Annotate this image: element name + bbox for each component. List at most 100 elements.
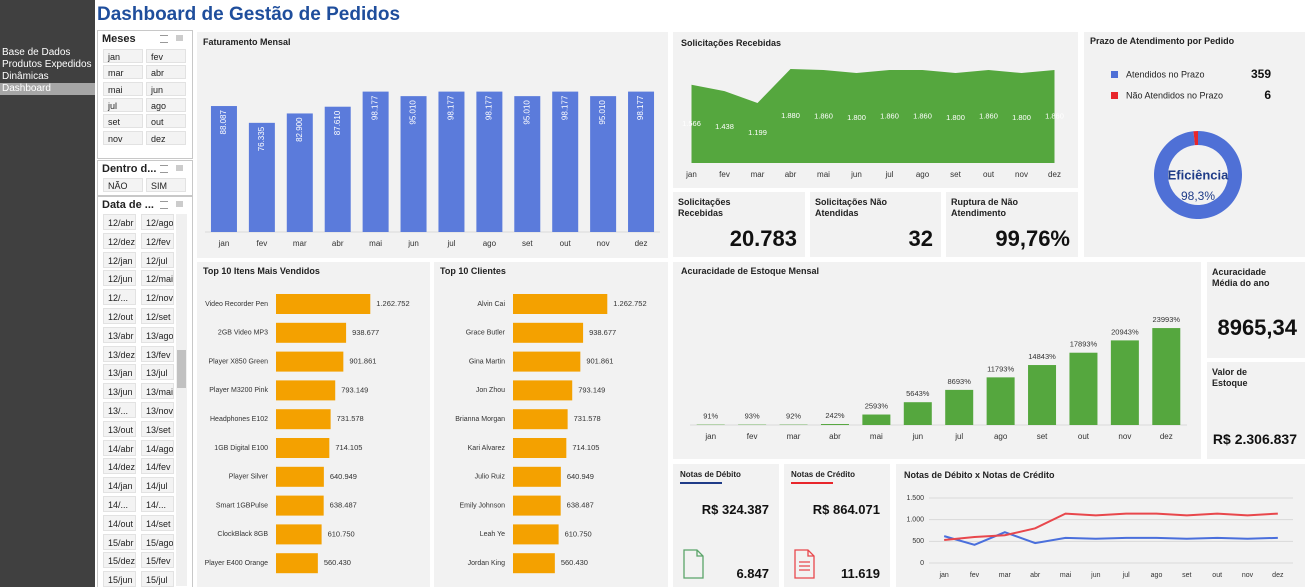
- slicer-item[interactable]: 14/abr: [103, 439, 136, 456]
- kpi-value: 20.783: [729, 225, 797, 251]
- scrollbar-thumb[interactable]: [177, 350, 186, 388]
- slicer-item[interactable]: SIM: [146, 178, 186, 192]
- chart-title: Top 10 Itens Mais Vendidos: [203, 266, 320, 276]
- panel: [673, 32, 1078, 188]
- slicer-item[interactable]: 14/...: [103, 496, 136, 512]
- slicer-item[interactable]: 12/abr: [103, 214, 136, 230]
- slicer-item[interactable]: dez: [146, 130, 186, 145]
- slicer-item[interactable]: abr: [146, 65, 186, 80]
- slicer-item[interactable]: 12/set: [141, 308, 174, 324]
- kpi-value: 32: [908, 225, 933, 251]
- slicer-item[interactable]: jan: [103, 49, 143, 63]
- slicer-item[interactable]: 14/jul: [141, 477, 174, 494]
- kpi-value: 8965,34: [1217, 314, 1297, 340]
- slicer-icon: [160, 201, 168, 209]
- slicer-title: Data de ...: [102, 199, 154, 211]
- slicer-title: Meses: [102, 33, 136, 45]
- notes-count: 11.619: [840, 566, 880, 581]
- notes-title: Notas de Débito: [680, 470, 741, 479]
- slicer-item[interactable]: 12/nov: [141, 289, 174, 306]
- slicer-item[interactable]: mai: [103, 81, 143, 96]
- slicer-item[interactable]: fev: [146, 49, 186, 63]
- slicer-clear-icon[interactable]: [176, 165, 183, 171]
- slicer-clear-icon[interactable]: [176, 201, 183, 207]
- slicer-item[interactable]: nov: [103, 130, 143, 145]
- slicer-item[interactable]: 12/jul: [141, 251, 174, 268]
- slicer-item[interactable]: 12/jun: [103, 270, 136, 287]
- kpi-value: 99,76%: [995, 225, 1070, 251]
- slicer-item[interactable]: ago: [146, 97, 186, 112]
- chart-title: Solicitações Recebidas: [681, 38, 782, 48]
- slicer-item[interactable]: 12/ago: [141, 214, 174, 230]
- slicer-icon: [160, 165, 168, 173]
- panel: [1207, 362, 1305, 459]
- panel: [673, 262, 1201, 459]
- slicer-item[interactable]: NÃO: [103, 178, 143, 192]
- chart-title: Notas de Débito x Notas de Crédito: [904, 470, 1055, 480]
- slicer-item[interactable]: 13/jul: [141, 364, 174, 381]
- slicer-item[interactable]: 12/mai: [141, 270, 174, 287]
- panel: [946, 192, 1078, 257]
- slicer-item[interactable]: jun: [146, 81, 186, 96]
- chart-title: Top 10 Clientes: [440, 266, 506, 276]
- slicer-item[interactable]: 15/jul: [141, 571, 174, 587]
- slicer-item[interactable]: 13/out: [103, 420, 136, 437]
- slicer-item[interactable]: set: [103, 114, 143, 129]
- slicer-item[interactable]: 13/set: [141, 420, 174, 437]
- panel: [1207, 262, 1305, 358]
- slicer-item[interactable]: 15/jun: [103, 571, 136, 587]
- kpi-title: Solicitações Não Atendidas: [815, 197, 888, 218]
- slicer-item[interactable]: jul: [103, 97, 143, 112]
- scrollbar[interactable]: [176, 214, 187, 586]
- slicer-title: Dentro d...: [102, 163, 157, 175]
- slicer-item[interactable]: 15/abr: [103, 533, 136, 550]
- slicer-item[interactable]: 13/mai: [141, 383, 174, 400]
- sidebar-tab[interactable]: Produtos Expedidos: [2, 59, 92, 70]
- notes-value: R$ 324.387: [701, 502, 769, 517]
- slicer-item[interactable]: 14/out: [103, 514, 136, 531]
- kpi-title: Acuracidade Média do ano: [1212, 267, 1270, 288]
- panel: [810, 192, 941, 257]
- panel: [434, 262, 668, 587]
- sidebar-tab[interactable]: Base de Dados: [2, 47, 71, 58]
- slicer-clear-icon[interactable]: [176, 35, 183, 41]
- slicer-item[interactable]: 15/dez: [103, 552, 136, 569]
- notes-underline: [791, 482, 833, 484]
- slicer-item[interactable]: 13/dez: [103, 345, 136, 362]
- slicer-item[interactable]: 12/fev: [141, 232, 174, 249]
- kpi-title: Ruptura de Não Atendimento: [951, 197, 1019, 218]
- notes-underline: [680, 482, 722, 484]
- panel: [673, 192, 805, 257]
- slicer-icon: [160, 35, 168, 43]
- slicer-item[interactable]: 12/jan: [103, 251, 136, 268]
- slicer-item[interactable]: out: [146, 114, 186, 129]
- slicer-item[interactable]: 13/abr: [103, 326, 136, 343]
- slicer-item[interactable]: mar: [103, 65, 143, 80]
- sidebar-tab[interactable]: Dinâmicas: [2, 71, 49, 82]
- slicer-item[interactable]: 14/ago: [141, 439, 174, 456]
- slicer-item[interactable]: 13/jun: [103, 383, 136, 400]
- slicer-item[interactable]: 15/ago: [141, 533, 174, 550]
- sidebar: [0, 0, 95, 587]
- slicer-item[interactable]: 12/out: [103, 308, 136, 324]
- dashboard-title: Dashboard de Gestão de Pedidos: [97, 4, 401, 25]
- chart-title: Prazo de Atendimento por Pedido: [1090, 36, 1235, 46]
- slicer-item[interactable]: 14/dez: [103, 458, 136, 475]
- slicer-item[interactable]: 14/...: [141, 496, 174, 512]
- slicer-item[interactable]: 13/nov: [141, 402, 174, 418]
- panel: [1084, 32, 1305, 257]
- slicer-item[interactable]: 14/jan: [103, 477, 136, 494]
- panel: [896, 464, 1305, 587]
- sidebar-tab[interactable]: Dashboard: [0, 83, 95, 95]
- slicer-item[interactable]: 12/dez: [103, 232, 136, 249]
- slicer-item[interactable]: 13/ago: [141, 326, 174, 343]
- kpi-title: Valor de Estoque: [1212, 367, 1248, 388]
- slicer-item[interactable]: 13/fev: [141, 345, 174, 362]
- slicer-item[interactable]: 14/set: [141, 514, 174, 531]
- slicer-item[interactable]: 14/fev: [141, 458, 174, 475]
- slicer-item[interactable]: 12/...: [103, 289, 136, 306]
- slicer-item[interactable]: 13/...: [103, 402, 136, 418]
- slicer-item[interactable]: 15/fev: [141, 552, 174, 569]
- slicer-item[interactable]: 13/jan: [103, 364, 136, 381]
